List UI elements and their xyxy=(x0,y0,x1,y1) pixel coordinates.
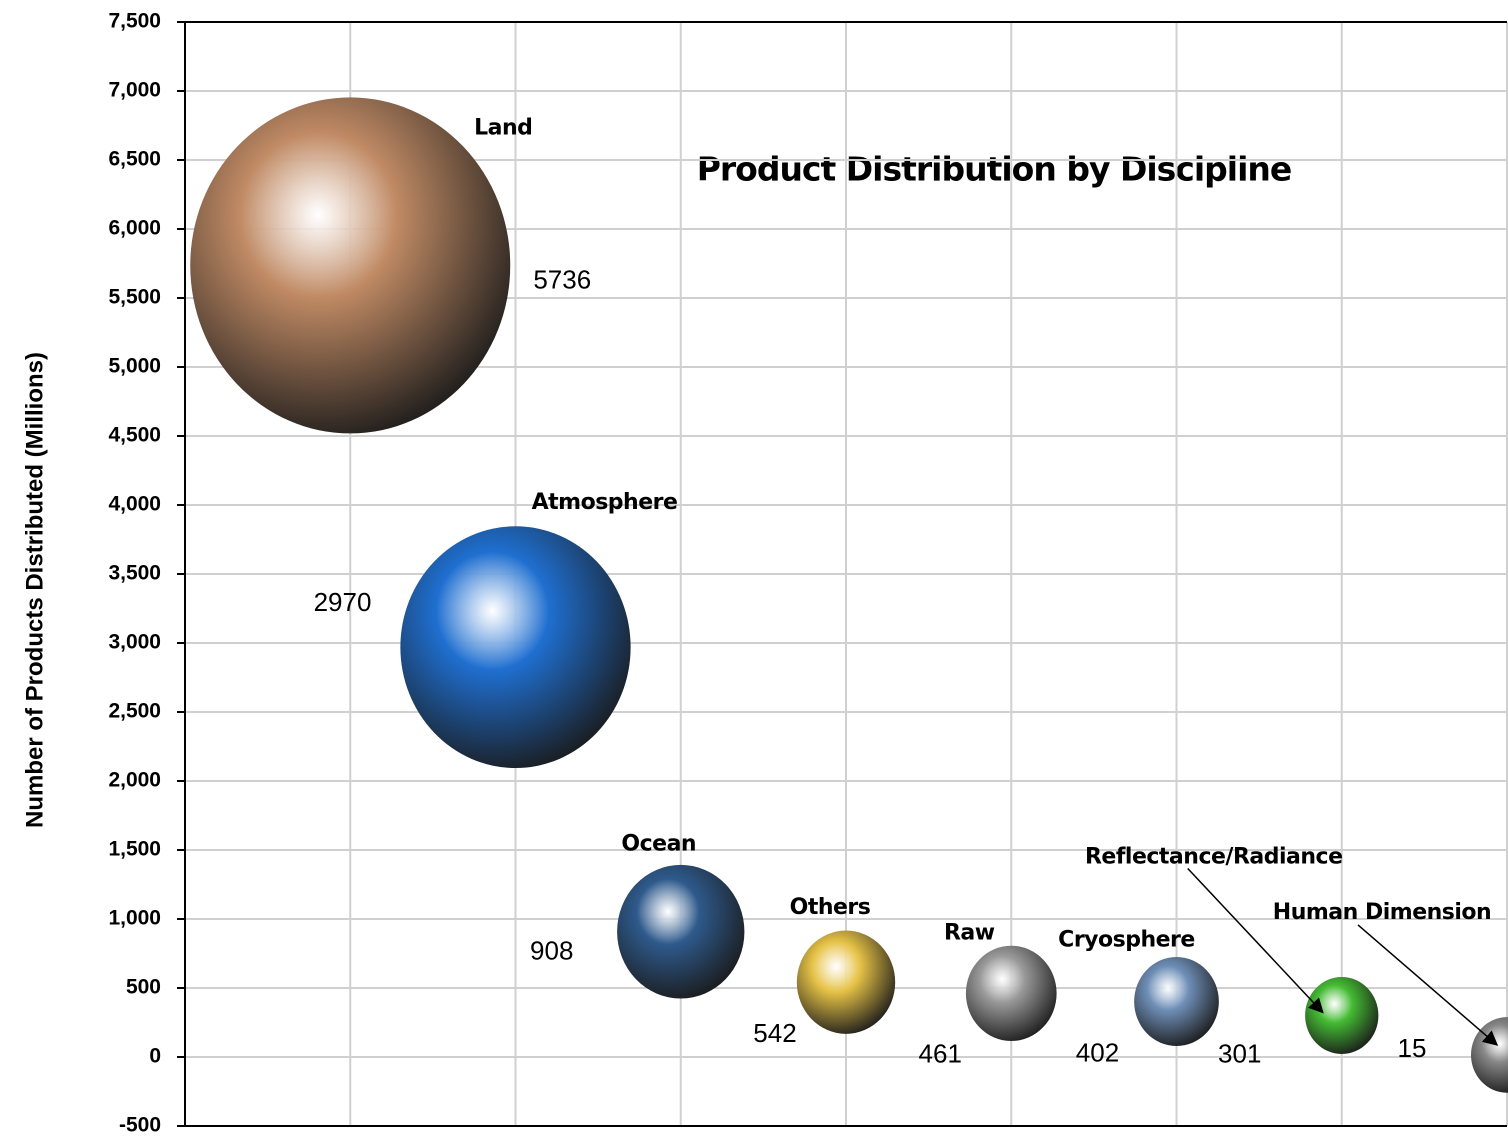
value-label: 301 xyxy=(1218,1038,1261,1068)
y-tick-label: 5,500 xyxy=(108,286,161,309)
bubble-name: Others xyxy=(790,895,871,920)
bubble-name: Atmosphere xyxy=(532,490,678,515)
value-label: 542 xyxy=(753,1018,796,1048)
y-tick-label: 3,500 xyxy=(108,562,161,585)
bubble xyxy=(1134,957,1219,1046)
y-tick-label: 2,000 xyxy=(108,769,161,792)
value-label: 908 xyxy=(530,936,573,966)
y-tick-label: 7,000 xyxy=(108,79,161,102)
y-tick-label: 6,000 xyxy=(108,217,161,240)
bubble xyxy=(1305,976,1379,1054)
callout-arrow xyxy=(1357,924,1499,1046)
y-tick-label: 3,000 xyxy=(108,631,161,654)
chart-title: Product Distribution by Discipline xyxy=(697,150,1292,189)
y-tick-label: 6,500 xyxy=(108,148,161,171)
y-axis-title: Number of Products Distributed (Millions… xyxy=(21,352,48,828)
bubble-name: Reflectance/Radiance xyxy=(1085,844,1343,869)
bubble-name: Cryosphere xyxy=(1058,928,1195,953)
y-tick-label: 1,500 xyxy=(108,838,161,861)
y-tick-label: 1,000 xyxy=(108,907,161,930)
bubble-name: Human Dimension xyxy=(1273,900,1491,925)
value-label: 2970 xyxy=(314,587,372,617)
bubble-name: Ocean xyxy=(621,832,696,857)
y-tick-label: 4,500 xyxy=(108,424,161,447)
bubble xyxy=(400,526,631,769)
value-label: 402 xyxy=(1076,1037,1119,1067)
value-label: 15 xyxy=(1398,1033,1427,1063)
bubble xyxy=(1471,1017,1508,1093)
y-tick-label: 2,500 xyxy=(108,700,161,723)
bubble xyxy=(617,864,745,999)
bubble xyxy=(190,97,511,434)
y-tick-label: 500 xyxy=(126,976,161,999)
y-tick-label: -500 xyxy=(119,1114,161,1137)
y-tick-label: 4,000 xyxy=(108,493,161,516)
y-tick-label: 7,500 xyxy=(108,10,161,33)
bubble-name: Land xyxy=(474,115,532,140)
value-label: 5736 xyxy=(533,264,591,294)
bubble xyxy=(796,930,896,1034)
callout-arrow xyxy=(1187,867,1324,1014)
value-label: 461 xyxy=(919,1038,962,1068)
y-tick-label: 0 xyxy=(149,1045,161,1068)
bubbles xyxy=(190,97,1508,1093)
bubble-name: Raw xyxy=(944,920,995,945)
y-tick-label: 5,000 xyxy=(108,355,161,378)
bubble xyxy=(965,945,1057,1042)
